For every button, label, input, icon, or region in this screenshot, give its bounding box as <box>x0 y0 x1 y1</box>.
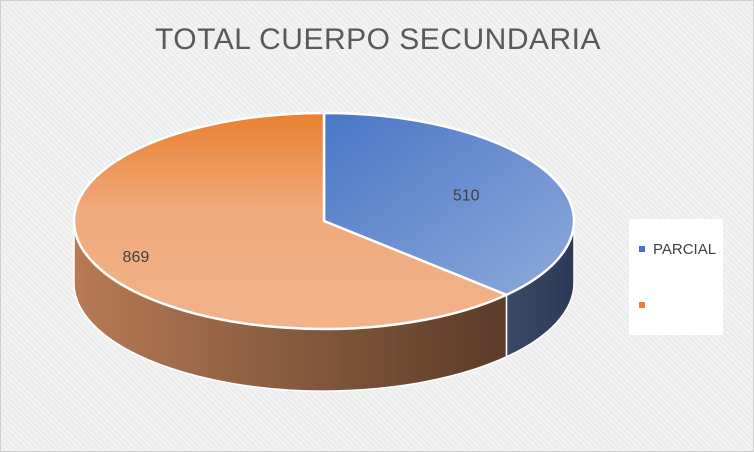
legend-label-parcial: PARCIAL <box>653 240 717 258</box>
data-label-parcial: 510 <box>453 187 480 204</box>
pie-slice-second <box>72 111 508 331</box>
legend-swatch-parcial <box>639 246 645 252</box>
chart-title: TOTAL CUERPO SECUNDARIA <box>154 23 602 56</box>
data-label-second: 869 <box>123 249 150 266</box>
legend-swatch-second <box>639 302 645 308</box>
legend-item-parcial: PARCIAL <box>639 239 716 259</box>
pie-slice-parcial <box>322 111 576 297</box>
legend-item-second <box>639 295 653 315</box>
chart-legend: PARCIAL <box>629 219 723 335</box>
